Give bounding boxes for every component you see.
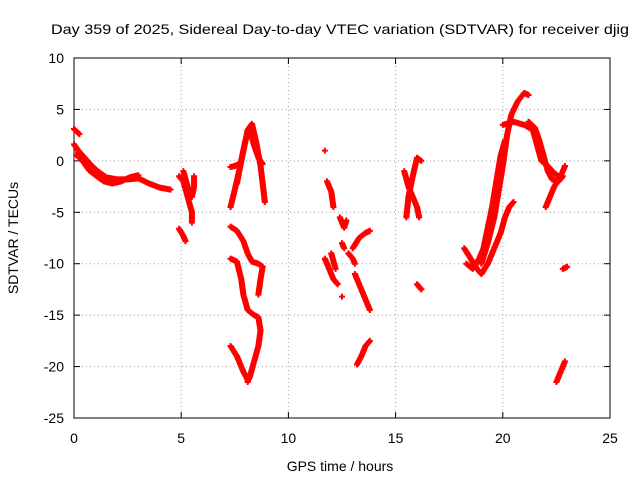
data-point — [366, 227, 373, 234]
data-point — [167, 186, 174, 193]
data-point — [564, 263, 571, 270]
data-point — [332, 265, 339, 272]
chart-title: Day 359 of 2025, Sidereal Day-to-day VTE… — [51, 21, 629, 37]
data-point — [255, 291, 262, 298]
data-point — [351, 260, 358, 267]
y-tick-label: 0 — [56, 153, 64, 169]
x-tick-label: 15 — [388, 430, 404, 446]
data-point — [182, 238, 189, 245]
data-points — [71, 89, 571, 385]
plot-frame — [73, 57, 611, 419]
data-point — [366, 307, 373, 313]
x-axis-label: GPS time / hours — [287, 458, 394, 474]
data-point — [330, 204, 337, 211]
data-point — [341, 245, 348, 252]
data-point — [191, 173, 198, 180]
x-tick-label: 10 — [281, 430, 297, 446]
y-tick-label: -20 — [44, 359, 64, 375]
data-point — [510, 199, 517, 205]
grid-lines — [74, 58, 610, 418]
data-point — [561, 358, 568, 365]
data-point — [418, 157, 425, 164]
data-point — [343, 217, 350, 224]
y-tick-label: 5 — [56, 101, 64, 117]
data-point — [418, 286, 425, 293]
data-point — [339, 293, 345, 300]
y-axis-label: SDTVAR / TECUs — [5, 182, 21, 294]
data-point — [261, 199, 268, 205]
axis-ticks: 0 5 10 15 20 25 10 5 0 -5 -10 -15 -20 -25 — [44, 50, 618, 446]
data-point — [416, 214, 423, 221]
y-tick-label: -25 — [44, 410, 64, 426]
data-point — [561, 163, 568, 169]
y-tick-label: -10 — [44, 256, 64, 272]
y-tick-label: 10 — [48, 50, 64, 66]
data-point — [135, 172, 142, 179]
y-tick-label: -15 — [44, 307, 64, 323]
data-point — [259, 160, 266, 167]
data-point — [76, 131, 83, 138]
data-point — [321, 147, 328, 154]
data-point — [525, 92, 532, 99]
x-tick-label: 0 — [70, 430, 78, 446]
data-point — [366, 337, 373, 344]
data-point — [334, 281, 341, 288]
x-tick-label: 5 — [177, 430, 185, 446]
x-tick-label: 20 — [495, 430, 511, 446]
y-tick-label: -5 — [52, 204, 65, 220]
data-point — [244, 376, 251, 383]
x-tick-label: 25 — [602, 430, 618, 446]
data-point — [188, 219, 195, 226]
